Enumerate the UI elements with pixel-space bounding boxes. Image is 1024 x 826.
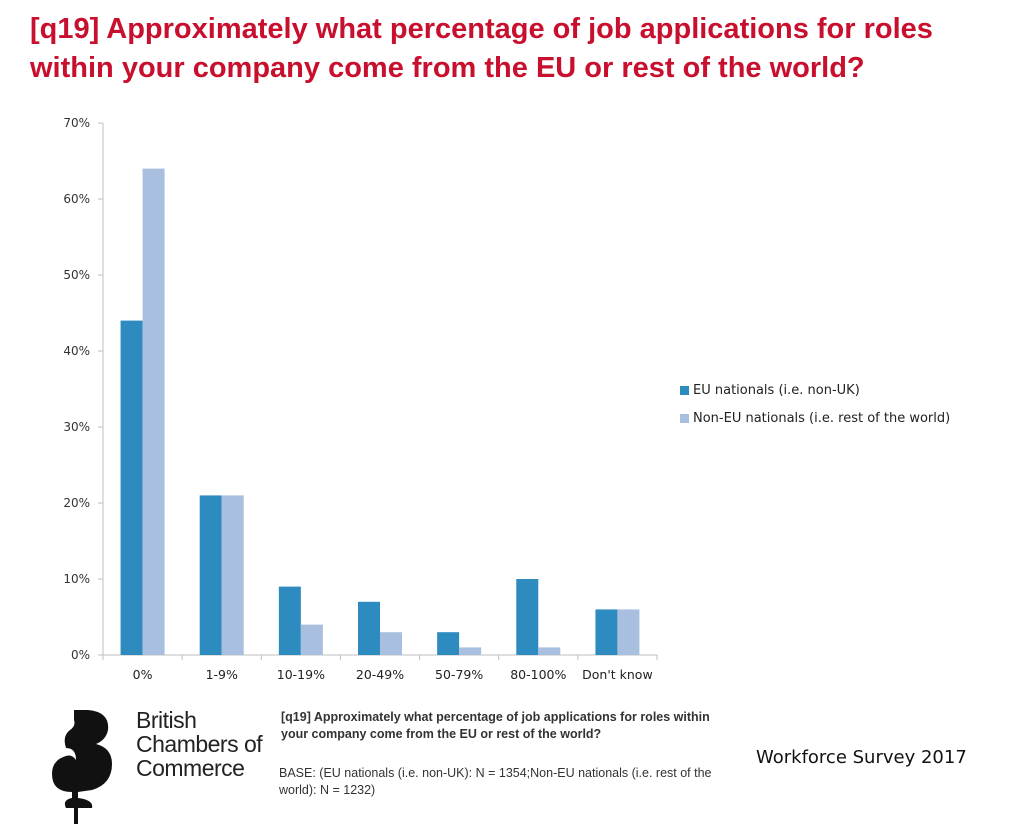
- x-tick-label: 50-79%: [435, 667, 483, 682]
- logo-line-3: Commerce: [136, 755, 245, 781]
- y-tick-label: 70%: [63, 116, 90, 130]
- bar-eu: [120, 320, 143, 655]
- footer-base-note: BASE: (EU nationals (i.e. non-UK): N = 1…: [279, 766, 712, 797]
- bar-eu: [516, 579, 539, 655]
- bar-non-eu: [538, 647, 561, 655]
- survey-label: Workforce Survey 2017: [756, 747, 967, 768]
- x-tick-label: 20-49%: [356, 667, 404, 682]
- bar-eu: [358, 601, 380, 655]
- y-tick-label: 50%: [63, 268, 90, 282]
- bar-non-eu: [142, 168, 165, 655]
- y-tick-label: 20%: [63, 496, 90, 510]
- legend-swatch-eu: [680, 385, 689, 395]
- legend-item-eu: EU nationals (i.e. non-UK): [680, 376, 950, 404]
- legend-swatch-non-eu: [680, 413, 689, 423]
- footer-question: [q19] Approximately what percentage of j…: [281, 710, 710, 741]
- bar-chart: 0% 10% 20% 30% 40% 50% 60% 70% 0% 1-9% 10-19% 20-49…: [63, 116, 658, 682]
- y-tick-label: 30%: [63, 420, 90, 434]
- bar-non-eu: [617, 609, 640, 655]
- logo-line-2: Chambers of: [136, 731, 263, 757]
- bar-non-eu: [459, 647, 482, 655]
- chart-axes: [98, 122, 658, 660]
- chart-title: [q19] Approximately what percentage of j…: [30, 13, 933, 84]
- x-tick-label: 0%: [133, 667, 153, 682]
- chart-bars: [120, 168, 640, 655]
- bar-non-eu: [380, 632, 402, 655]
- bar-eu: [278, 586, 301, 655]
- bar-eu: [199, 495, 222, 655]
- bcc-logo-text: British Chambers of Commerce: [136, 707, 263, 781]
- x-tick-label: 10-19%: [277, 667, 325, 682]
- bar-non-eu: [300, 624, 323, 655]
- chart-labels: 0% 10% 20% 30% 40% 50% 60% 70% 0% 1-9% 10-19% 20-49…: [63, 116, 652, 682]
- bar-non-eu: [221, 495, 244, 655]
- y-tick-label: 0%: [71, 648, 90, 662]
- logo-line-1: British: [136, 707, 197, 733]
- y-tick-label: 40%: [63, 344, 90, 358]
- chart-legend: EU nationals (i.e. non-UK) Non-EU nation…: [680, 376, 950, 432]
- y-tick-label: 10%: [63, 572, 90, 586]
- bar-eu: [595, 609, 618, 655]
- x-tick-label: Don't know: [582, 667, 653, 682]
- legend-label-non-eu: Non-EU nationals (i.e. rest of the world…: [693, 410, 951, 426]
- bar-eu: [437, 632, 460, 655]
- legend-item-non-eu: Non-EU nationals (i.e. rest of the world…: [680, 404, 950, 432]
- legend-label-eu: EU nationals (i.e. non-UK): [693, 382, 860, 398]
- x-tick-label: 1-9%: [206, 667, 238, 682]
- bcc-logo-icon: [52, 710, 112, 824]
- y-tick-label: 60%: [63, 192, 90, 206]
- x-tick-label: 80-100%: [510, 667, 566, 682]
